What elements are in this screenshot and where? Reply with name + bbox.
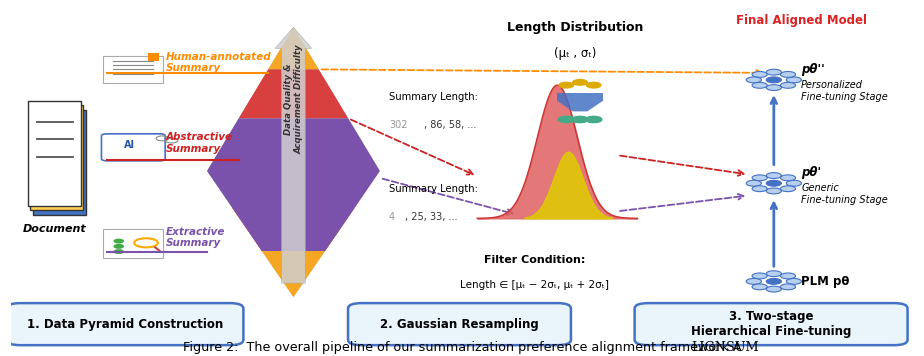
Text: 1. Data Pyramid Construction: 1. Data Pyramid Construction	[27, 318, 224, 331]
Circle shape	[559, 82, 574, 88]
Circle shape	[766, 69, 782, 75]
Polygon shape	[232, 208, 355, 251]
Text: Abstractive
Summary: Abstractive Summary	[166, 132, 233, 154]
Text: , 86, 58, ...: , 86, 58, ...	[423, 120, 476, 130]
Text: (μₜ , σₜ): (μₜ , σₜ)	[554, 47, 597, 60]
Text: 2. Gaussian Resampling: 2. Gaussian Resampling	[380, 318, 539, 331]
Circle shape	[752, 186, 767, 192]
Text: Generic
Fine-tuning Stage: Generic Fine-tuning Stage	[801, 183, 888, 205]
Text: Summary Length:: Summary Length:	[389, 93, 478, 103]
Text: Summary Length:: Summary Length:	[389, 183, 478, 194]
Text: Filter Condition:: Filter Condition:	[484, 255, 585, 265]
Text: LIGNSUM: LIGNSUM	[691, 341, 759, 354]
FancyBboxPatch shape	[33, 110, 86, 215]
Circle shape	[752, 72, 767, 77]
Circle shape	[781, 186, 796, 192]
Circle shape	[115, 250, 123, 253]
Circle shape	[747, 180, 761, 186]
Circle shape	[786, 77, 801, 83]
Circle shape	[781, 284, 796, 290]
Polygon shape	[207, 27, 380, 297]
FancyBboxPatch shape	[30, 105, 83, 210]
FancyBboxPatch shape	[28, 101, 80, 206]
FancyBboxPatch shape	[102, 134, 165, 161]
Text: Extractive
Summary: Extractive Summary	[166, 227, 225, 248]
Circle shape	[115, 245, 123, 248]
Text: 4: 4	[389, 211, 395, 221]
Polygon shape	[232, 208, 355, 297]
Circle shape	[766, 77, 782, 83]
FancyBboxPatch shape	[6, 303, 243, 345]
Text: Personalized
Fine-tuning Stage: Personalized Fine-tuning Stage	[801, 80, 888, 102]
Circle shape	[573, 79, 588, 85]
Circle shape	[781, 273, 796, 279]
Circle shape	[786, 278, 801, 284]
Text: Human-annotated
Summary: Human-annotated Summary	[166, 52, 272, 73]
FancyBboxPatch shape	[557, 93, 602, 101]
Circle shape	[752, 284, 767, 290]
Text: Length ∈ [μₜ − 2σₜ, μₜ + 2σₜ]: Length ∈ [μₜ − 2σₜ, μₜ + 2σₜ]	[460, 280, 609, 290]
Text: , 25, 33, ...: , 25, 33, ...	[406, 211, 458, 221]
Circle shape	[558, 116, 575, 122]
Text: AI: AI	[124, 140, 135, 150]
Polygon shape	[207, 119, 380, 171]
Circle shape	[115, 239, 123, 243]
FancyBboxPatch shape	[103, 229, 164, 258]
Circle shape	[766, 278, 782, 284]
Text: Data Quality &
Acquirement Difficulty: Data Quality & Acquirement Difficulty	[284, 44, 303, 154]
Circle shape	[752, 82, 767, 88]
Circle shape	[747, 278, 761, 284]
Circle shape	[752, 273, 767, 279]
Circle shape	[781, 82, 796, 88]
Text: PLM pθ: PLM pθ	[801, 275, 849, 288]
Circle shape	[747, 77, 761, 83]
Text: Document: Document	[22, 224, 86, 234]
Circle shape	[586, 116, 602, 122]
Polygon shape	[207, 171, 380, 251]
Circle shape	[766, 180, 782, 186]
Text: Length Distribution: Length Distribution	[507, 21, 644, 34]
Text: .: .	[686, 341, 689, 354]
Circle shape	[752, 175, 767, 181]
Circle shape	[766, 173, 782, 178]
Circle shape	[572, 116, 589, 122]
Polygon shape	[238, 69, 348, 119]
Text: pθ': pθ'	[801, 166, 821, 179]
Circle shape	[781, 175, 796, 181]
Text: Figure 2:  The overall pipeline of our summarization preference alignment framew: Figure 2: The overall pipeline of our su…	[183, 341, 741, 354]
Circle shape	[766, 286, 782, 292]
Text: Final Aligned Model: Final Aligned Model	[736, 14, 867, 27]
FancyBboxPatch shape	[103, 56, 164, 83]
Text: 302: 302	[389, 120, 407, 130]
Circle shape	[766, 85, 782, 90]
FancyBboxPatch shape	[148, 53, 159, 61]
FancyBboxPatch shape	[348, 303, 571, 345]
Polygon shape	[557, 101, 602, 111]
FancyBboxPatch shape	[635, 303, 907, 345]
Text: pθ'': pθ''	[801, 63, 825, 76]
Text: 3. Two-stage
Hierarchical Fine-tuning: 3. Two-stage Hierarchical Fine-tuning	[691, 310, 851, 338]
Circle shape	[766, 271, 782, 277]
Polygon shape	[275, 27, 311, 283]
Polygon shape	[268, 27, 319, 69]
Circle shape	[781, 72, 796, 77]
Circle shape	[786, 180, 801, 186]
Circle shape	[587, 82, 601, 88]
Circle shape	[766, 188, 782, 194]
